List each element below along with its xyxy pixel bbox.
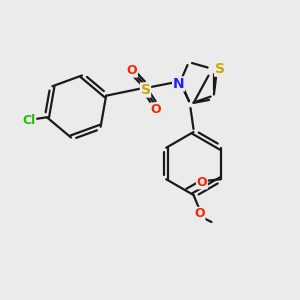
Text: Cl: Cl (22, 114, 35, 127)
Text: S: S (214, 62, 225, 76)
Text: O: O (196, 176, 207, 189)
Text: S: S (140, 83, 151, 97)
Text: O: O (151, 103, 161, 116)
Text: O: O (194, 207, 205, 220)
Text: N: N (173, 77, 184, 91)
Text: O: O (127, 64, 137, 77)
